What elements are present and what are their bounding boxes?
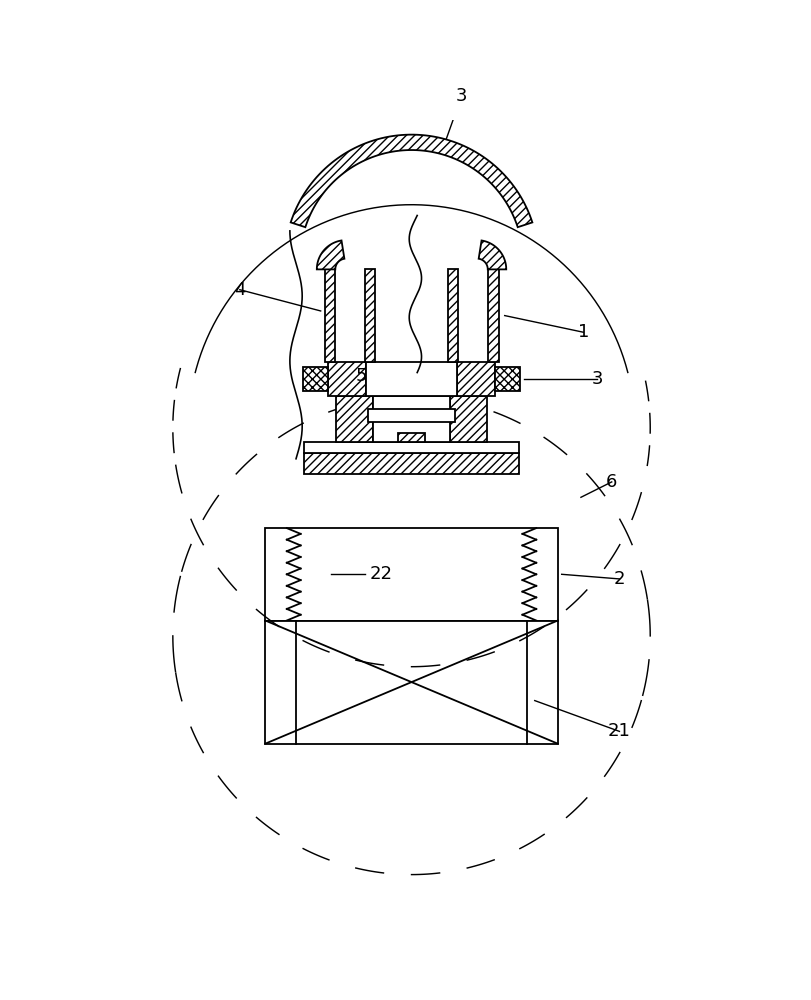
Bar: [364, 269, 375, 362]
Bar: [397, 433, 425, 442]
Bar: [303, 367, 327, 391]
Bar: [327, 362, 366, 396]
Bar: [457, 362, 495, 396]
Text: 2: 2: [613, 570, 624, 588]
Text: 4: 4: [234, 281, 245, 299]
Bar: [303, 442, 519, 453]
Bar: [372, 396, 449, 442]
Text: 1: 1: [577, 323, 588, 341]
Bar: [368, 409, 454, 422]
Bar: [265, 620, 557, 744]
Bar: [366, 362, 457, 396]
Bar: [336, 396, 372, 442]
Text: 5: 5: [355, 367, 367, 385]
Text: 22: 22: [369, 565, 392, 583]
Bar: [265, 528, 557, 620]
Bar: [324, 269, 335, 362]
Polygon shape: [290, 135, 532, 227]
Bar: [303, 453, 519, 474]
Bar: [487, 269, 498, 362]
Polygon shape: [316, 240, 344, 269]
Bar: [495, 367, 520, 391]
Text: 21: 21: [607, 722, 630, 740]
Text: 3: 3: [590, 370, 602, 388]
Bar: [447, 269, 458, 362]
Text: 3: 3: [455, 87, 467, 105]
Bar: [335, 269, 364, 362]
Polygon shape: [478, 240, 505, 269]
Bar: [449, 396, 487, 442]
Text: 6: 6: [605, 473, 616, 491]
Bar: [458, 269, 487, 362]
